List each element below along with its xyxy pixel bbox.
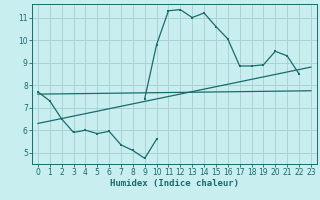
X-axis label: Humidex (Indice chaleur): Humidex (Indice chaleur) bbox=[110, 179, 239, 188]
